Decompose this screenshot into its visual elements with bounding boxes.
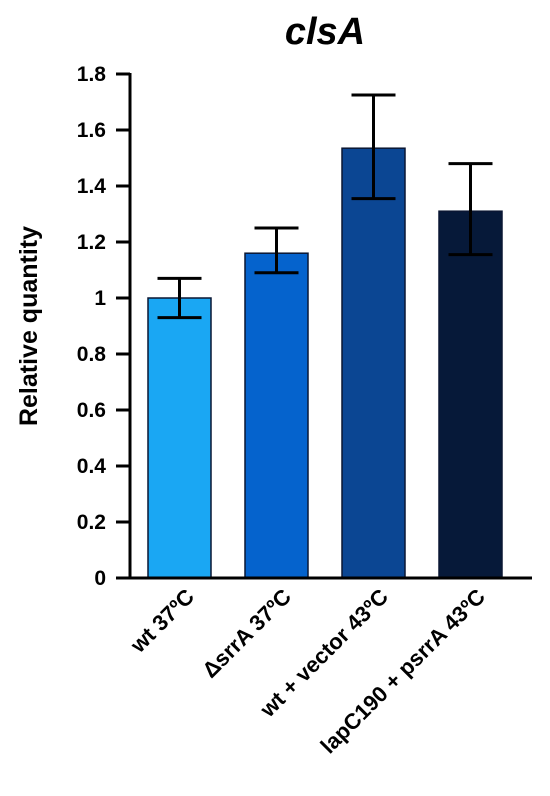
x-tick-label: wt 37ºC: [125, 584, 199, 658]
error-bar: [254, 226, 299, 275]
y-tick-label: 0.4: [77, 455, 107, 478]
bar: [438, 210, 503, 579]
y-tick-label: 1.6: [77, 119, 106, 142]
y-tick-label: 0: [94, 567, 106, 590]
y-tick-label: 0.8: [77, 343, 107, 366]
y-tick-label: 1: [94, 287, 106, 310]
x-tick-label: lapC190 + psrrA 43ºC: [316, 584, 491, 759]
error-bar: [351, 93, 396, 201]
bars-layer: [147, 147, 503, 579]
bar: [147, 297, 212, 579]
y-tick-label: 1.2: [77, 231, 106, 254]
bar: [341, 147, 406, 579]
axes: [128, 73, 532, 580]
y-ticks: 0 0.2 0.4 0.6 0.8 1 1.2 1.4 1.6 1.8: [77, 63, 130, 590]
x-tick-label: ΔsrrA 37ºC: [197, 584, 296, 683]
y-tick-label: 0.2: [77, 511, 106, 534]
error-bars-layer: [157, 93, 493, 320]
bar: [244, 252, 309, 579]
y-tick-label: 1.4: [77, 175, 107, 198]
error-bar: [448, 162, 493, 257]
y-axis-title: Relative quantity: [15, 226, 43, 426]
y-tick-label: 1.8: [77, 63, 107, 86]
chart-title: clsA: [285, 11, 365, 53]
y-tick-label: 0.6: [77, 399, 106, 422]
error-bar: [157, 276, 202, 320]
